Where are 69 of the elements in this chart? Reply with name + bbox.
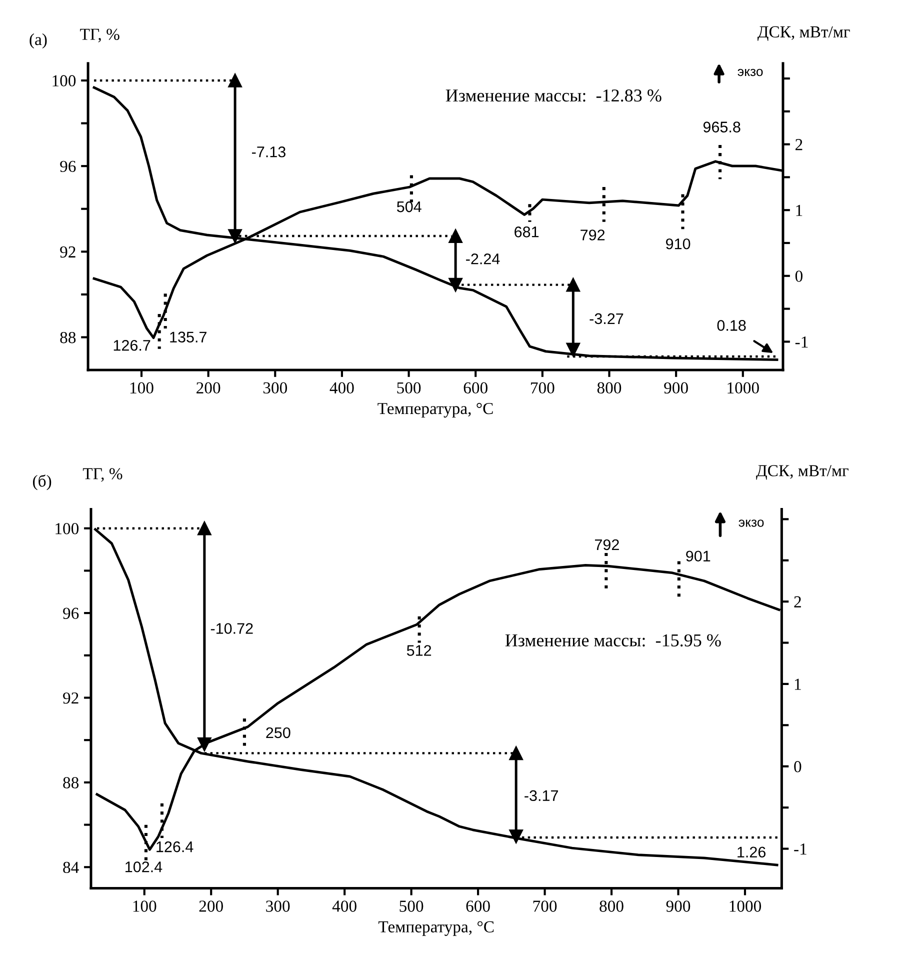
x-tick-label: 500 <box>397 382 421 394</box>
chart-title: (а) <box>30 33 47 49</box>
x-tick-label: 700 <box>531 382 554 394</box>
x-tick-label: 100 <box>130 382 154 394</box>
x-tick-label: 800 <box>600 900 624 912</box>
y2-axis-title: ДСК, мВт/мг <box>758 26 850 41</box>
y-tick-label: 96 <box>63 608 79 619</box>
x-tick-label: 300 <box>266 900 290 912</box>
annotation: 901 <box>686 550 710 562</box>
y-tick-label: 88 <box>63 777 79 788</box>
y2-tick-label: -1 <box>794 844 806 855</box>
annotation: -10.72 <box>210 623 253 634</box>
x-tick-label: 900 <box>666 900 690 912</box>
annotation: 792 <box>580 230 605 240</box>
annotation: -7.13 <box>252 146 286 158</box>
y2-tick-label: 2 <box>796 139 802 150</box>
x-tick-label: 200 <box>196 382 220 394</box>
y-tick-label: 92 <box>63 692 78 704</box>
y2-tick-label: 0 <box>794 761 802 772</box>
x-tick-label: 300 <box>263 382 288 394</box>
annotation: -3.17 <box>524 790 558 802</box>
y2-tick-label: 1 <box>796 204 802 216</box>
y-tick-label: 92 <box>60 246 76 258</box>
annotation: 910 <box>666 238 690 250</box>
y-tick-label: 84 <box>63 862 79 874</box>
chart-title: (б) <box>33 474 52 490</box>
x-tick-label: 400 <box>332 900 356 912</box>
annotation: 126.7 <box>114 340 150 351</box>
y2-tick-label: -1 <box>795 336 808 348</box>
x-tick-label: 700 <box>533 900 557 912</box>
annotation: 965.8 <box>703 122 740 132</box>
y2-tick-label: 1 <box>794 678 801 690</box>
x-tick-label: 600 <box>464 382 488 394</box>
y2-tick-label: 0 <box>795 270 802 282</box>
annotation: 1.26 <box>738 846 766 858</box>
annotation: экзо <box>738 68 763 76</box>
x-tick-label: 800 <box>597 382 622 394</box>
x-tick-label: 1000 <box>730 900 762 912</box>
y2-axis-title: ДСК, мВт/мг <box>756 465 848 480</box>
x-tick-label: 1000 <box>728 382 759 394</box>
y2-tick-label: 2 <box>794 596 801 608</box>
y-axis-title: ТГ, % <box>82 468 122 482</box>
y-tick-label: 100 <box>52 75 76 86</box>
annotation: -3.27 <box>590 313 624 324</box>
x-axis-title: Температура, °C <box>378 921 494 936</box>
annotation: 681 <box>514 226 539 238</box>
annotation: Изменение массы: -12.83 % <box>446 89 662 102</box>
x-tick-label: 200 <box>199 900 223 912</box>
x-tick-label: 400 <box>330 382 354 394</box>
x-tick-label: 100 <box>133 900 156 912</box>
x-axis-title: Температура, °C <box>378 402 493 418</box>
annotation: 135.7 <box>170 332 206 343</box>
y-tick-label: 96 <box>60 160 76 172</box>
annotation: 250 <box>266 727 290 738</box>
y-axis-title: ТГ, % <box>80 28 120 42</box>
annotation: экзо <box>738 520 764 527</box>
y-tick-label: 100 <box>56 523 79 534</box>
x-tick-label: 900 <box>664 382 688 394</box>
annotation: 126.4 <box>156 841 194 852</box>
x-tick-label: 500 <box>400 900 424 912</box>
y-tick-label: 88 <box>60 332 76 344</box>
annotation: 102.4 <box>126 861 162 872</box>
annotation: 504 <box>396 201 422 212</box>
annotation: -2.24 <box>466 253 500 264</box>
x-tick-label: 600 <box>466 900 490 912</box>
annotation: 512 <box>406 645 432 656</box>
annotation: 0.18 <box>717 320 746 331</box>
annotation: 792 <box>594 539 619 550</box>
annotation: Изменение массы: -15.95 % <box>505 634 721 647</box>
